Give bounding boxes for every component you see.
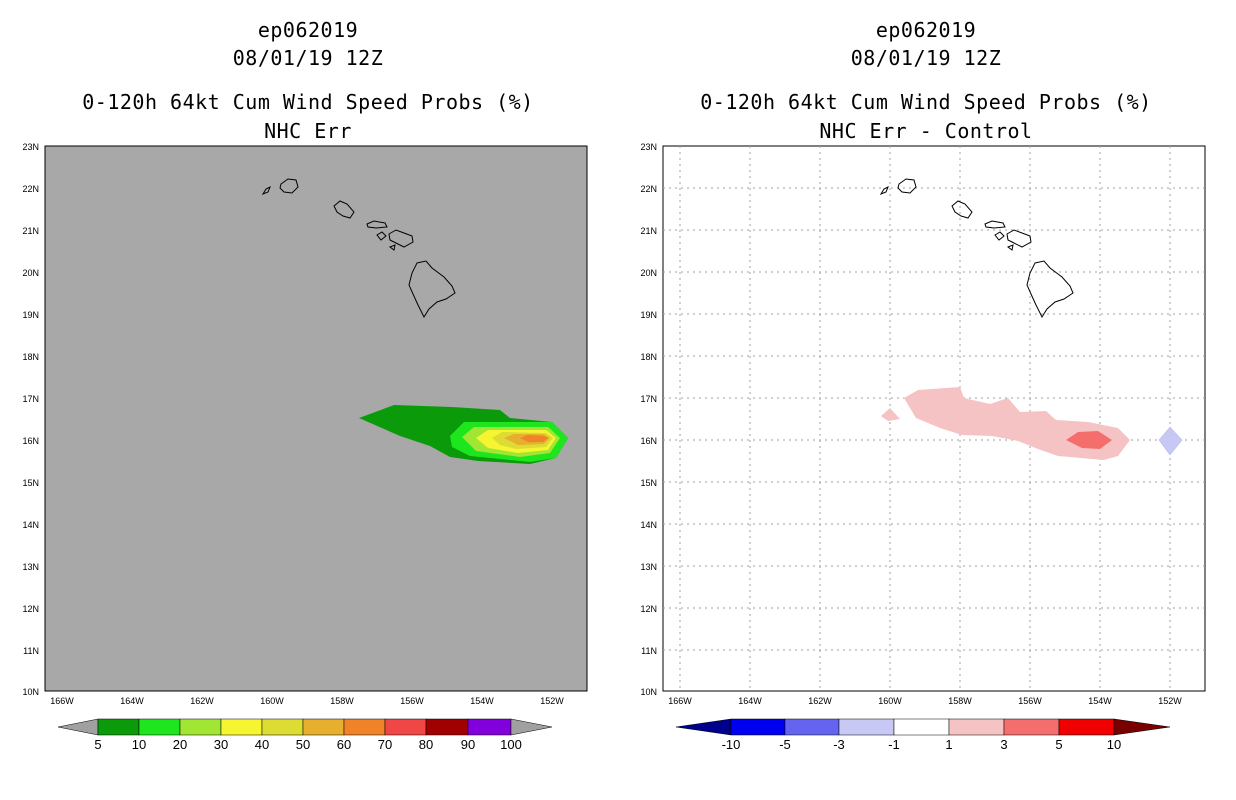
svg-text:40: 40 <box>255 737 269 752</box>
svg-text:19N: 19N <box>640 310 657 320</box>
svg-text:10: 10 <box>1107 737 1121 752</box>
right-colorbar: -10 -5 -3 -1 1 3 5 10 <box>675 718 1171 752</box>
svg-text:156W: 156W <box>400 696 424 706</box>
svg-text:158W: 158W <box>948 696 972 706</box>
svg-text:10N: 10N <box>22 687 39 697</box>
svg-text:1: 1 <box>945 737 952 752</box>
left-storm-id: ep062019 <box>257 18 359 42</box>
svg-text:-5: -5 <box>779 737 791 752</box>
svg-text:15N: 15N <box>22 478 39 488</box>
svg-text:10N: 10N <box>640 687 657 697</box>
svg-text:100: 100 <box>500 737 522 752</box>
svg-text:10: 10 <box>132 737 146 752</box>
svg-text:152W: 152W <box>1158 696 1182 706</box>
svg-text:154W: 154W <box>470 696 494 706</box>
svg-text:11N: 11N <box>23 646 39 656</box>
svg-text:21N: 21N <box>22 226 39 236</box>
svg-text:14N: 14N <box>22 520 39 530</box>
right-product-title: 0-120h 64kt Cum Wind Speed Probs (%) <box>700 90 1152 114</box>
right-lon-tick-labels: 166W 164W 162W 160W 158W 156W 154W 152W <box>668 696 1182 706</box>
svg-text:13N: 13N <box>640 562 657 572</box>
left-datetime: 08/01/19 12Z <box>232 46 384 70</box>
svg-text:20N: 20N <box>22 268 39 278</box>
svg-text:90: 90 <box>461 737 475 752</box>
left-map: 23N 22N 21N 20N 19N 18N 17N 16N 15N 14N … <box>22 142 588 706</box>
right-lat-tick-labels: 23N 22N 21N 20N 19N 18N 17N 16N 15N 14N … <box>640 142 657 697</box>
svg-text:18N: 18N <box>640 352 657 362</box>
svg-text:160W: 160W <box>878 696 902 706</box>
svg-text:22N: 22N <box>22 184 39 194</box>
diff-contour-1-3-small <box>881 408 900 421</box>
svg-text:20N: 20N <box>640 268 657 278</box>
svg-text:13N: 13N <box>22 562 39 572</box>
svg-text:-3: -3 <box>833 737 845 752</box>
svg-text:-10: -10 <box>722 737 741 752</box>
svg-text:22N: 22N <box>640 184 657 194</box>
svg-text:17N: 17N <box>22 394 39 404</box>
diff-contour-neg <box>1158 426 1183 456</box>
left-lon-tick-labels: 166W 164W 162W 160W 158W 156W 154W 152W <box>50 696 564 706</box>
svg-text:164W: 164W <box>738 696 762 706</box>
right-difference-contours <box>881 387 1183 460</box>
svg-text:70: 70 <box>378 737 392 752</box>
svg-text:152W: 152W <box>540 696 564 706</box>
svg-text:80: 80 <box>419 737 433 752</box>
svg-text:16N: 16N <box>22 436 39 446</box>
diff-contour-3-5 <box>1066 431 1112 449</box>
left-lat-tick-labels: 23N 22N 21N 20N 19N 18N 17N 16N 15N 14N … <box>22 142 39 697</box>
svg-text:30: 30 <box>214 737 228 752</box>
svg-text:21N: 21N <box>640 226 657 236</box>
right-storm-id: ep062019 <box>875 18 977 42</box>
svg-text:5: 5 <box>94 737 101 752</box>
svg-text:160W: 160W <box>260 696 284 706</box>
svg-text:5: 5 <box>1055 737 1062 752</box>
svg-text:158W: 158W <box>330 696 354 706</box>
svg-text:20: 20 <box>173 737 187 752</box>
svg-text:162W: 162W <box>808 696 832 706</box>
right-datetime: 08/01/19 12Z <box>850 46 1002 70</box>
svg-text:3: 3 <box>1000 737 1007 752</box>
svg-text:18N: 18N <box>22 352 39 362</box>
svg-text:12N: 12N <box>640 604 657 614</box>
svg-text:164W: 164W <box>120 696 144 706</box>
svg-text:154W: 154W <box>1088 696 1112 706</box>
right-map: 23N 22N 21N 20N 19N 18N 17N 16N 15N 14N … <box>640 142 1206 706</box>
svg-text:162W: 162W <box>190 696 214 706</box>
svg-text:60: 60 <box>337 737 351 752</box>
svg-text:-1: -1 <box>888 737 900 752</box>
svg-text:17N: 17N <box>640 394 657 404</box>
svg-text:11N: 11N <box>641 646 657 656</box>
left-probability-contours <box>359 405 568 464</box>
svg-text:166W: 166W <box>668 696 692 706</box>
svg-text:16N: 16N <box>640 436 657 446</box>
left-product-title: 0-120h 64kt Cum Wind Speed Probs (%) <box>82 90 534 114</box>
right-subtitle: NHC Err - Control <box>819 119 1033 143</box>
svg-text:12N: 12N <box>22 604 39 614</box>
svg-text:23N: 23N <box>640 142 657 152</box>
left-colorbar: 5 10 20 30 40 50 60 70 80 90 100 <box>57 718 553 752</box>
svg-text:23N: 23N <box>22 142 39 152</box>
svg-text:14N: 14N <box>640 520 657 530</box>
svg-text:156W: 156W <box>1018 696 1042 706</box>
svg-text:50: 50 <box>296 737 310 752</box>
svg-text:15N: 15N <box>640 478 657 488</box>
svg-text:166W: 166W <box>50 696 74 706</box>
left-subtitle: NHC Err <box>264 119 352 143</box>
contour-60-70 <box>520 435 548 442</box>
svg-text:19N: 19N <box>22 310 39 320</box>
